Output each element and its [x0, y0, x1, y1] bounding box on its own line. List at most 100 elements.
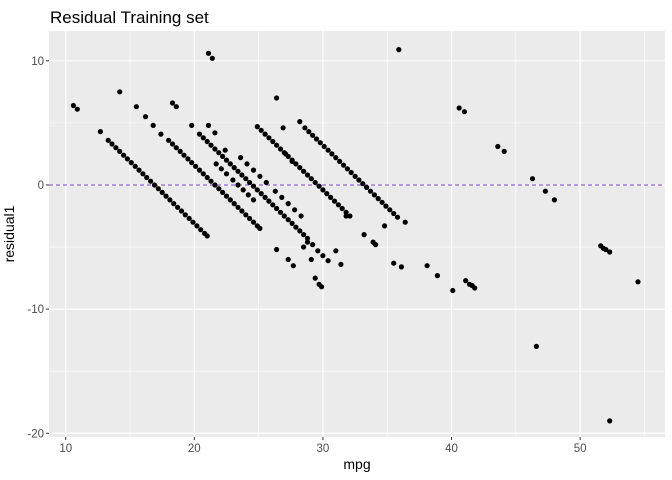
- data-point: [239, 172, 245, 178]
- data-point: [285, 256, 291, 263]
- data-point: [360, 181, 366, 187]
- data-point: [263, 179, 269, 186]
- data-point: [204, 233, 210, 239]
- data-point: [244, 161, 250, 167]
- data-point: [331, 198, 338, 204]
- data-point: [290, 263, 296, 269]
- data-point: [205, 122, 212, 128]
- data-point: [391, 210, 397, 217]
- data-point: [379, 199, 385, 205]
- data-point: [382, 223, 388, 229]
- data-point: [603, 246, 609, 253]
- data-point: [463, 278, 469, 284]
- data-point: [247, 215, 253, 222]
- data-point: [205, 50, 212, 56]
- data-point: [274, 246, 280, 253]
- data-point: [177, 148, 183, 154]
- data-point: [227, 161, 233, 167]
- data-point: [324, 191, 330, 197]
- data-point: [235, 204, 241, 210]
- data-point: [277, 146, 284, 152]
- data-point: [352, 173, 358, 179]
- x-tick-label: 40: [445, 443, 458, 455]
- x-tick-label: 50: [574, 443, 587, 455]
- x-tick-label: 30: [317, 443, 330, 455]
- data-point: [348, 169, 354, 176]
- data-point: [200, 135, 206, 141]
- data-point: [262, 131, 268, 137]
- data-point: [181, 152, 187, 158]
- data-point: [140, 171, 146, 177]
- data-point: [304, 235, 311, 241]
- data-point: [169, 141, 176, 147]
- data-point: [136, 167, 142, 173]
- data-point: [266, 198, 272, 204]
- data-point: [257, 225, 263, 231]
- data-point: [367, 188, 374, 194]
- x-tick-label: 10: [59, 443, 72, 455]
- data-point: [150, 122, 156, 128]
- data-point: [270, 138, 276, 145]
- data-point: [289, 220, 295, 226]
- data-point: [281, 213, 287, 219]
- data-point: [185, 156, 191, 162]
- data-point: [250, 183, 257, 189]
- data-point: [194, 223, 200, 229]
- chart-title: Residual Training set: [50, 8, 209, 27]
- data-point: [240, 187, 246, 193]
- data-point: [223, 157, 230, 163]
- data-point: [257, 173, 263, 179]
- data-point: [306, 129, 312, 135]
- data-point: [220, 153, 226, 159]
- data-point: [124, 156, 130, 162]
- data-point: [277, 209, 284, 215]
- data-point: [373, 242, 379, 248]
- data-point: [317, 140, 323, 146]
- data-point: [171, 201, 177, 207]
- data-point: [222, 147, 228, 153]
- data-point: [117, 89, 123, 95]
- data-point: [301, 168, 307, 174]
- data-point: [347, 213, 353, 219]
- data-point: [391, 260, 397, 266]
- data-point: [533, 343, 540, 349]
- data-point: [231, 165, 237, 171]
- data-point: [158, 131, 164, 137]
- data-point: [456, 105, 462, 111]
- data-point: [204, 138, 210, 145]
- data-point: [461, 109, 467, 115]
- data-point: [113, 145, 119, 151]
- data-point: [312, 179, 318, 186]
- data-point: [285, 153, 291, 159]
- data-point: [542, 188, 549, 194]
- y-axis: 10 0 -10 -20: [27, 56, 49, 440]
- data-point: [238, 155, 244, 161]
- data-point: [387, 207, 393, 213]
- data-point: [151, 182, 158, 188]
- data-point: [356, 177, 362, 183]
- data-point: [220, 189, 226, 195]
- data-point: [182, 212, 188, 218]
- data-point: [250, 219, 257, 225]
- data-point: [607, 249, 613, 255]
- data-point: [281, 150, 287, 156]
- data-point: [109, 141, 115, 147]
- data-point: [501, 148, 507, 154]
- data-point: [320, 187, 326, 193]
- data-point: [424, 263, 430, 269]
- data-point: [169, 100, 176, 106]
- data-point: [328, 194, 334, 200]
- data-point: [196, 131, 203, 137]
- data-point: [128, 160, 134, 166]
- data-point: [196, 167, 203, 173]
- data-point: [396, 47, 402, 53]
- data-point: [635, 279, 641, 285]
- data-point: [344, 166, 350, 172]
- data-point: [274, 95, 280, 101]
- data-point: [398, 264, 404, 270]
- data-point: [495, 143, 501, 150]
- data-point: [320, 253, 326, 259]
- data-point: [258, 191, 264, 197]
- data-point: [293, 224, 299, 230]
- data-point: [266, 135, 272, 141]
